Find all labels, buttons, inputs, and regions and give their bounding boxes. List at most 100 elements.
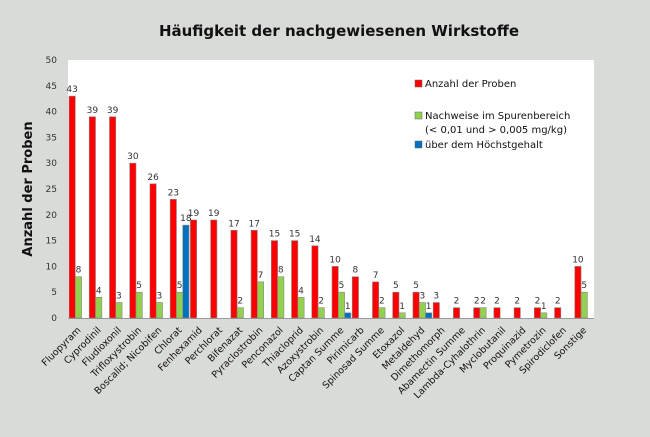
y-axis-label: Anzahl der Proben	[21, 121, 36, 256]
bar-total	[473, 307, 481, 319]
bar-trace	[236, 307, 244, 319]
bar-mrl	[425, 312, 433, 319]
bar-trace	[317, 307, 325, 319]
bar-total	[574, 266, 582, 319]
legend-swatch	[414, 111, 423, 120]
bar-total	[129, 162, 137, 319]
data-label: 5	[136, 281, 142, 291]
data-label: 4	[298, 286, 304, 296]
bar-trace	[257, 281, 264, 319]
bar-trace	[115, 302, 123, 319]
bar-total	[372, 281, 380, 319]
data-label: 3	[157, 292, 163, 302]
bar-total	[453, 307, 460, 319]
data-label: 3	[433, 292, 439, 302]
data-label: 5	[393, 281, 399, 291]
y-tick-label: 30	[46, 159, 58, 169]
data-label: 39	[87, 106, 99, 116]
legend-label: Anzahl der Proben	[425, 79, 516, 90]
data-label: 5	[339, 281, 345, 291]
data-label: 2	[514, 297, 520, 307]
data-label: 15	[269, 230, 280, 240]
bar-trace	[75, 276, 82, 319]
data-label: 2	[237, 297, 243, 307]
bar-trace	[479, 307, 487, 319]
bar-trace	[95, 297, 103, 319]
bar-mrl	[344, 312, 352, 319]
bar-total	[331, 266, 339, 319]
bar-total	[230, 229, 238, 319]
data-label: 1	[345, 302, 351, 312]
data-label: 15	[289, 230, 300, 240]
bar-total	[149, 183, 157, 319]
bar-total	[109, 116, 117, 319]
bar-total	[190, 219, 197, 319]
y-tick-label: 40	[46, 108, 58, 118]
y-tick-label: 35	[46, 133, 57, 143]
legend-swatch	[414, 79, 423, 88]
bar-total	[513, 307, 521, 319]
y-tick-label: 5	[51, 288, 57, 298]
data-label: 2	[535, 297, 541, 307]
y-tick-label: 0	[51, 314, 57, 324]
data-label: 5	[413, 281, 419, 291]
data-label: 2	[480, 297, 486, 307]
legend-label: über dem Höchstgehalt	[425, 140, 543, 151]
bar-total	[169, 199, 177, 319]
data-label: 2	[318, 297, 324, 307]
bar-trace	[135, 291, 143, 319]
data-label: 1	[399, 302, 405, 312]
bar-total	[210, 219, 218, 319]
legend-swatch	[414, 140, 423, 149]
data-label: 1	[541, 302, 547, 312]
data-label: 5	[177, 281, 183, 291]
bar-trace	[176, 291, 184, 319]
bar-total	[68, 95, 76, 319]
bar-trace	[398, 312, 406, 319]
data-label: 8	[353, 266, 359, 276]
bars	[68, 95, 588, 319]
bar-mrl	[182, 224, 190, 319]
data-label: 7	[258, 271, 264, 281]
bar-total	[554, 307, 562, 319]
bar-trace	[155, 302, 163, 319]
data-label: 1	[426, 302, 432, 312]
bar-total	[250, 229, 258, 319]
data-label: 19	[208, 209, 220, 219]
bar-trace	[378, 307, 386, 319]
bar-total	[311, 245, 319, 319]
bar-total	[271, 240, 278, 319]
legend-label: Nachweise im Spurenbereich	[425, 111, 570, 122]
bar-total	[351, 276, 359, 319]
data-label: 8	[76, 266, 82, 276]
data-label: 17	[228, 219, 239, 229]
y-tick-label: 10	[46, 262, 58, 272]
bar-total	[412, 291, 420, 319]
data-label: 23	[168, 188, 179, 198]
data-label: 3	[116, 292, 122, 302]
bar-trace	[277, 276, 285, 319]
x-tick-labels: FluopyramCyprodinilFludioxonilTrifloxyst…	[40, 325, 589, 401]
data-label: 39	[107, 106, 119, 116]
data-label: 7	[373, 271, 379, 281]
legend-label: (< 0,01 und > 0,005 mg/kg)	[425, 125, 567, 136]
data-label: 2	[494, 297, 500, 307]
data-label: 10	[572, 255, 584, 265]
bar-trace	[418, 302, 426, 319]
bar-trace	[540, 312, 548, 319]
y-tick-label: 50	[46, 56, 58, 66]
y-ticks: 0 5 10 15 20 25 30 35 40 45 50	[46, 56, 58, 324]
bar-trace	[337, 291, 345, 319]
bar-trace	[580, 291, 588, 319]
data-label: 8	[278, 266, 284, 276]
bar-total	[392, 291, 400, 319]
data-label: 2	[379, 297, 385, 307]
data-label: 4	[96, 286, 102, 296]
data-label: 5	[581, 281, 587, 291]
bar-trace	[297, 297, 305, 319]
bar-total	[291, 240, 299, 319]
data-label: 30	[127, 152, 139, 162]
bar-total	[534, 307, 541, 319]
